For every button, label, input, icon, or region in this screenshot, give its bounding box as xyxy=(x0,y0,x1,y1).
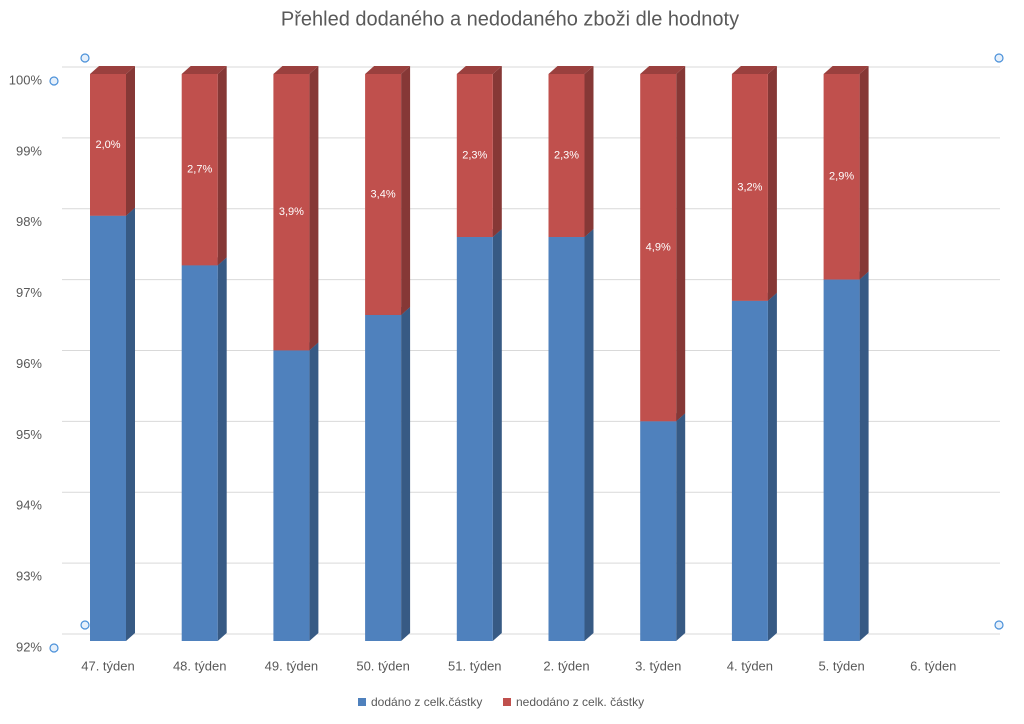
bar xyxy=(365,314,402,641)
bar-side xyxy=(309,66,319,351)
bar-side xyxy=(309,342,319,641)
bar-side xyxy=(676,413,686,641)
bar xyxy=(456,237,493,641)
bar-side xyxy=(401,306,411,641)
bar-top xyxy=(640,66,686,74)
bar-side xyxy=(217,257,227,641)
bar-top xyxy=(456,66,502,74)
y-tick-label: 96% xyxy=(16,356,42,371)
data-label: 2,3% xyxy=(554,149,579,161)
bar xyxy=(823,279,860,641)
bar xyxy=(181,74,218,266)
bar-side xyxy=(767,66,777,301)
x-tick-label: 49. týden xyxy=(265,658,319,673)
resize-handle xyxy=(49,76,59,86)
plot-area: 92% 93% 94% 95% 96% 97% 98% 99% 100% 47. týden 2,0… xyxy=(9,66,1000,673)
data-label: 3,4% xyxy=(371,188,396,200)
bar xyxy=(90,215,126,641)
bar-top xyxy=(365,66,411,74)
bar xyxy=(273,350,310,641)
bar xyxy=(640,74,677,422)
y-tick-label: 93% xyxy=(16,569,42,584)
bar xyxy=(731,74,768,301)
bar-top xyxy=(273,66,319,74)
bar-side xyxy=(859,271,869,641)
x-tick-label: 3. týden xyxy=(635,658,681,673)
bar xyxy=(456,74,493,238)
y-tick-label: 95% xyxy=(16,427,42,442)
data-label: 3,9% xyxy=(279,206,304,218)
bar-side xyxy=(676,66,686,422)
resize-handle xyxy=(994,53,1004,63)
data-label: 3,2% xyxy=(737,181,762,193)
bar-top xyxy=(548,66,594,74)
bar-side xyxy=(584,229,594,641)
bar-side xyxy=(217,66,227,266)
bar-side xyxy=(859,66,869,280)
y-tick-label: 99% xyxy=(16,143,42,158)
chart-title: Přehled dodaného a nedodaného zboži dle … xyxy=(281,8,739,30)
legend-swatch xyxy=(503,698,511,706)
resize-handle xyxy=(80,620,90,630)
bar xyxy=(731,300,768,641)
x-tick-label: 48. týden xyxy=(173,658,227,673)
bar-side xyxy=(492,229,502,641)
bar xyxy=(548,237,585,641)
bar-top xyxy=(731,66,777,74)
data-label: 4,9% xyxy=(646,242,671,254)
bar-side xyxy=(126,207,135,641)
y-tick-label: 92% xyxy=(16,639,42,654)
data-label: 2,0% xyxy=(95,139,120,151)
bar xyxy=(548,74,585,238)
bar-side xyxy=(126,66,135,216)
bar-side xyxy=(401,66,411,315)
resize-handle xyxy=(80,53,90,63)
legend-label: dodáno z celk.částky xyxy=(371,695,482,709)
bar-side xyxy=(492,66,502,238)
bar-top xyxy=(181,66,227,74)
legend: dodáno z celk.částky nedodáno z celk. čás… xyxy=(358,695,644,709)
bar-side xyxy=(767,292,777,641)
bar xyxy=(823,74,860,280)
resize-handle xyxy=(994,620,1004,630)
bar-top xyxy=(90,66,135,74)
data-label: 2,3% xyxy=(462,149,487,161)
bar-side xyxy=(584,66,594,238)
x-tick-label: 50. týden xyxy=(356,658,410,673)
selection-handles xyxy=(49,53,1004,653)
x-tick-label: 5. týden xyxy=(818,658,864,673)
y-tick-label: 94% xyxy=(16,498,42,513)
bar xyxy=(365,74,402,315)
x-tick-label: 51. týden xyxy=(448,658,502,673)
bar xyxy=(273,74,310,351)
x-tick-label: 6. týden xyxy=(910,658,956,673)
data-label: 2,9% xyxy=(829,171,854,183)
bar-top xyxy=(823,66,869,74)
legend-swatch xyxy=(358,698,366,706)
x-tick-label: 47. týden xyxy=(81,658,135,673)
y-tick-label: 97% xyxy=(16,285,42,300)
y-tick-label: 98% xyxy=(16,214,42,229)
y-tick-label: 100% xyxy=(9,72,43,87)
resize-handle xyxy=(49,643,59,653)
bar xyxy=(181,265,218,641)
bar xyxy=(640,421,677,641)
x-tick-label: 2. týden xyxy=(543,658,589,673)
legend-label: nedodáno z celk. částky xyxy=(516,695,644,709)
bar xyxy=(90,74,126,216)
data-label: 2,7% xyxy=(187,164,212,176)
x-tick-label: 4. týden xyxy=(727,658,773,673)
